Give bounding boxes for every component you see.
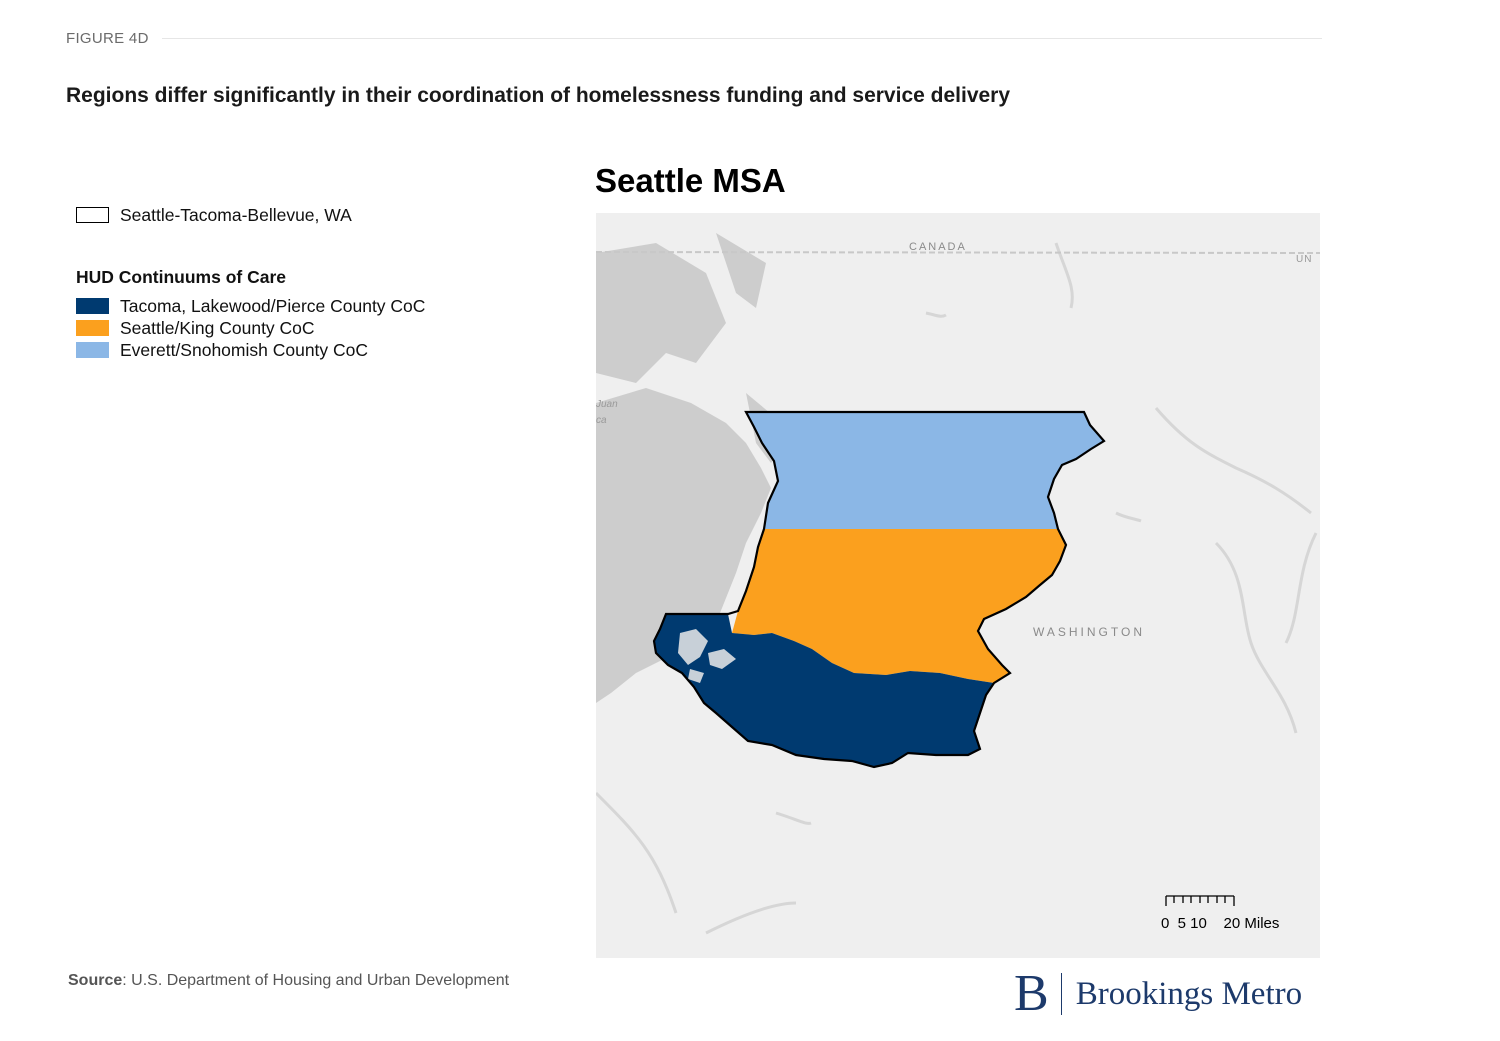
legend-swatch-snohomish: [76, 342, 109, 358]
king-county-region[interactable]: [732, 529, 1066, 683]
source-prefix: Source: [68, 972, 123, 989]
brand-divider: [1060, 973, 1062, 1015]
label-un: UN: [1296, 254, 1312, 265]
legend-swatch-pierce: [76, 298, 109, 314]
brand-name: Brookings Metro: [1075, 975, 1303, 1012]
label-ca: ca: [596, 415, 607, 426]
header-divider: [162, 38, 1322, 39]
canada-border: [596, 251, 1320, 254]
legend-swatch-msa: [76, 207, 109, 223]
scale-bar: [1165, 895, 1235, 906]
map-title: Seattle MSA: [595, 162, 786, 199]
rivers: [596, 242, 1318, 935]
legend-label-msa: Seattle-Tacoma-Bellevue, WA: [120, 204, 352, 225]
figure-headline: Regions differ significantly in their co…: [66, 84, 1011, 107]
label-canada: CANADA: [909, 241, 967, 253]
msa-boundary: [652, 410, 1106, 769]
pierce-county-region[interactable]: [654, 614, 994, 767]
legend-item-king: Seattle/King County CoC: [76, 317, 536, 339]
legend-label-pierce: Tacoma, Lakewood/Pierce County CoC: [120, 295, 426, 316]
brand-mark: B: [1014, 965, 1049, 1022]
legend-heading: HUD Continuums of Care: [76, 267, 286, 287]
source-text: : U.S. Department of Housing and Urban D…: [122, 972, 510, 989]
label-washington: WASHINGTON: [1033, 625, 1145, 639]
scale-label: 0 5 10 20 Miles: [1161, 915, 1279, 932]
map-panel[interactable]: CANADA UN WASHINGTON Juan ca 0 5 10 20 M…: [596, 213, 1320, 958]
snohomish-county-region[interactable]: [746, 412, 1104, 529]
label-juan: Juan: [596, 399, 618, 410]
legend-swatch-king: [76, 320, 109, 336]
brookings-logo[interactable]: B Brookings Metro: [1014, 968, 1302, 1020]
legend-item-pierce: Tacoma, Lakewood/Pierce County CoC: [76, 295, 536, 317]
map-legend: Seattle-Tacoma-Bellevue, WA HUD Continuu…: [76, 204, 536, 361]
map-canvas: CANADA UN WASHINGTON Juan ca 0 5 10 20 M…: [596, 233, 1320, 935]
legend-item-snohomish: Everett/Snohomish County CoC: [76, 339, 536, 361]
figure-label: FIGURE 4D: [66, 30, 149, 47]
legend-label-snohomish: Everett/Snohomish County CoC: [120, 339, 369, 360]
pierce-water-inlets: [678, 629, 736, 683]
legend-label-king: Seattle/King County CoC: [120, 317, 315, 338]
legend-item-msa: Seattle-Tacoma-Bellevue, WA: [76, 204, 536, 226]
source-note: Source: U.S. Department of Housing and U…: [68, 972, 509, 990]
